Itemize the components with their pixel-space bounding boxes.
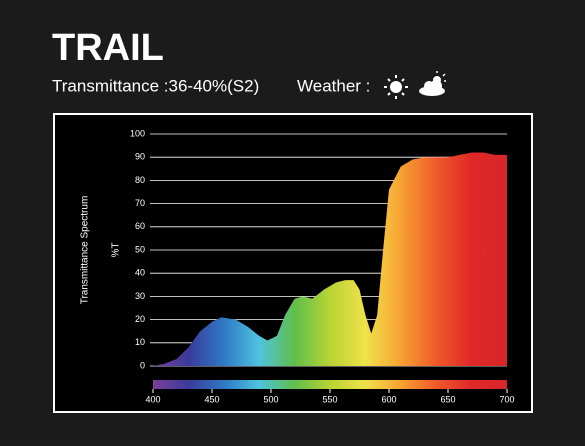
y-tick-label: 0: [140, 360, 145, 370]
title: TRAIL: [52, 27, 164, 69]
y-tick-label: 30: [135, 291, 145, 301]
y-tick-label: 70: [135, 198, 145, 208]
weather-label: Weather :: [297, 76, 370, 95]
y-tick-label: 10: [135, 337, 145, 347]
subtitle: Transmittance :36-40%(S2): [52, 76, 259, 95]
transmittance-area: [153, 152, 507, 366]
y-tick-label: 40: [135, 268, 145, 278]
y-tick-label: 80: [135, 175, 145, 185]
y-tick-label: 100: [130, 128, 145, 138]
y-tick-label: 20: [135, 314, 145, 324]
y-tick-label: 90: [135, 152, 145, 162]
x-tick-label: 600: [381, 394, 396, 404]
y-tick-label: 50: [135, 244, 145, 254]
x-tick-label: 450: [204, 394, 219, 404]
x-tick-label: 700: [499, 394, 514, 404]
y-axis-unit: %T: [111, 243, 122, 258]
spectrum-bar: [153, 380, 507, 389]
x-tick-label: 500: [263, 394, 278, 404]
y-axis-label: Transmittance Spectrum: [80, 196, 91, 305]
sun-icon: [384, 75, 408, 99]
x-tick-label: 650: [440, 394, 455, 404]
x-tick-label: 400: [145, 394, 160, 404]
cloud-sun-icon: [419, 71, 446, 96]
x-tick-label: 550: [322, 394, 337, 404]
y-tick-label: 60: [135, 221, 145, 231]
